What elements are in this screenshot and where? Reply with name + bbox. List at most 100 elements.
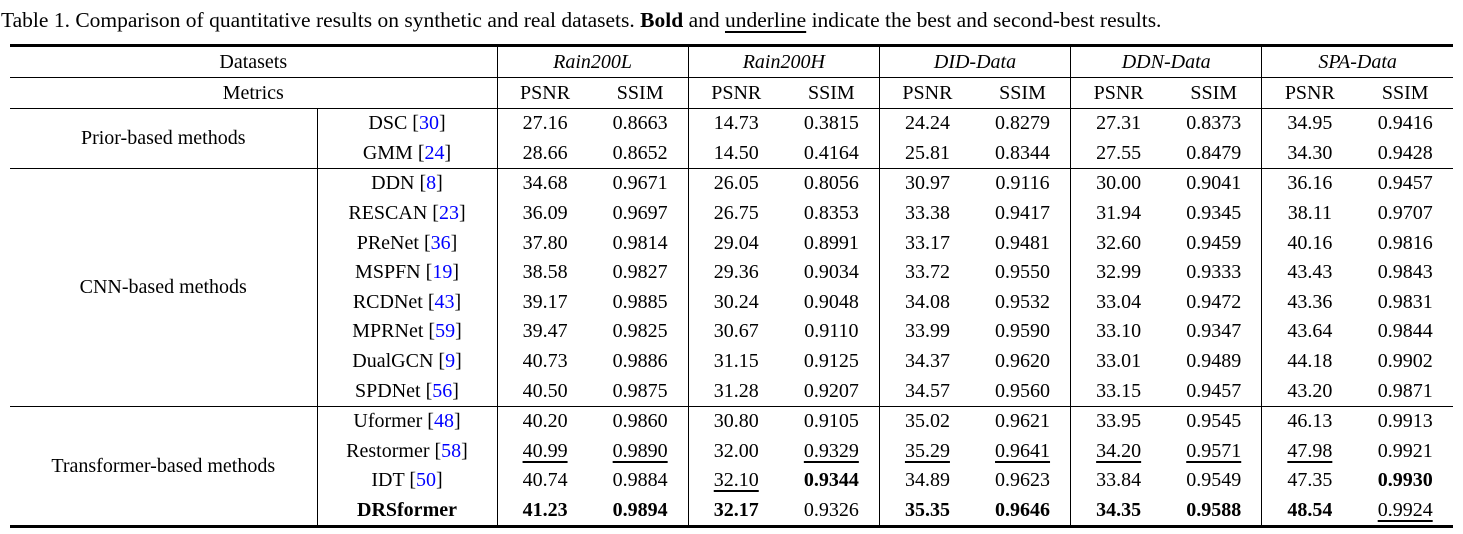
value-cell: 0.9885 (612, 290, 668, 313)
value-cell: 33.95 (1070, 406, 1167, 437)
ssim-header: SSIM (1357, 77, 1453, 109)
citation-link[interactable]: 30 (418, 112, 439, 135)
value-cell: 34.35 (1070, 495, 1167, 528)
citation-bracket-close: ] (452, 379, 459, 402)
value-cell: 36.16 (1261, 168, 1358, 199)
method-cell: DualGCN [9] (316, 346, 498, 377)
value-cell: 0.9489 (1186, 350, 1242, 373)
value-cell: 40.50 (496, 376, 593, 407)
method-name: MSPFN (355, 261, 421, 284)
value-cell: 29.04 (687, 228, 784, 258)
caption-segment: Bold (640, 8, 684, 32)
value-cell: 0.9416 (1377, 112, 1433, 135)
caption-segment: Table 1. Comparison of quantitative resu… (1, 8, 641, 32)
psnr-header: PSNR (878, 77, 975, 109)
value-cell: 0.9329 (803, 439, 859, 462)
method-cell: Restormer [58] (316, 436, 498, 467)
value-cell: 0.8353 (803, 202, 859, 225)
value-cell: 37.80 (496, 228, 593, 258)
citation-bracket-close: ] (444, 141, 452, 164)
table-row: Restormer [58] 40.99 0.9890 32.00 0.9329 35.2… (10, 436, 1453, 467)
datasets-corner-label: Datasets (10, 45, 498, 78)
value-cell: 0.8344 (974, 138, 1071, 170)
table-row: RESCAN [23] 36.09 0.9697 26.75 0.8353 33.38 0.… (10, 198, 1453, 229)
value-cell: 30.67 (687, 317, 784, 347)
citation-link[interactable]: 58 (441, 439, 462, 462)
citation-bracket-close: ] (461, 439, 468, 462)
citation-link[interactable]: 59 (435, 320, 456, 343)
value-cell: 33.10 (1070, 317, 1167, 347)
method-cell: DSC [30] (316, 108, 498, 139)
value-cell: 34.37 (878, 346, 975, 377)
value-cell: 32.10 (687, 466, 784, 496)
ssim-header: SSIM (974, 77, 1071, 109)
citation-bracket-open: [ (433, 350, 446, 373)
value-cell: 33.72 (878, 257, 975, 288)
value-cell: 0.9048 (803, 290, 859, 313)
value-cell: 0.9344 (803, 469, 859, 492)
value-cell: 40.16 (1261, 228, 1358, 258)
citation-bracket-open: [ (414, 172, 427, 195)
value-cell: 0.9930 (1377, 469, 1433, 492)
value-cell: 26.05 (687, 168, 784, 199)
dataset-header: SPA-Data (1261, 45, 1453, 78)
method-group-cell: CNN-based methods (10, 168, 317, 407)
value-cell: 36.09 (496, 198, 593, 229)
value-cell: 0.9326 (783, 495, 880, 528)
citation-bracket-open: [ (412, 141, 425, 164)
value-cell: 38.58 (496, 257, 593, 288)
value-cell: 0.9924 (1357, 495, 1453, 528)
value-cell: 0.9875 (592, 376, 689, 407)
ssim-header: SSIM (783, 77, 880, 109)
value-cell: 0.8652 (592, 138, 689, 170)
method-name: Uformer (353, 410, 423, 433)
value-cell: 33.99 (878, 317, 975, 347)
method-cell: SPDNet [56] (316, 376, 498, 407)
table-row: CNN-based methods DDN [8] 34.68 0.9671 26.05… (10, 168, 1453, 407)
citation-link[interactable]: 43 (434, 290, 455, 313)
method-cell: IDT [50] (316, 466, 498, 496)
metrics-corner-label: Metrics (10, 77, 498, 109)
value-cell: 39.47 (496, 317, 593, 347)
citation-link[interactable]: 9 (445, 350, 456, 373)
table-row: Prior-based methods DSC [30] 27.16 0.8663 14… (10, 108, 1453, 170)
value-cell: 34.57 (878, 376, 975, 407)
citation-bracket-open: [ (404, 469, 416, 492)
table-caption: Table 1. Comparison of quantitative resu… (1, 7, 1462, 33)
citation-link[interactable]: 8 (426, 172, 437, 195)
value-cell: 32.60 (1070, 228, 1167, 258)
value-cell: 0.9417 (995, 202, 1051, 225)
value-cell: 0.9843 (1377, 261, 1433, 284)
value-cell: 30.00 (1070, 168, 1167, 199)
method-name: PReNet (356, 231, 419, 254)
citation-link[interactable]: 56 (432, 379, 453, 402)
value-cell: 46.13 (1261, 406, 1358, 437)
citation-bracket-open: [ (420, 379, 433, 402)
value-cell: 47.35 (1261, 466, 1358, 496)
citation-bracket-open: [ (407, 112, 419, 135)
value-cell: 30.97 (878, 168, 975, 199)
method-name: RESCAN (348, 202, 428, 225)
citation-link[interactable]: 24 (424, 141, 445, 164)
citation-link[interactable]: 19 (432, 261, 453, 284)
value-cell: 33.15 (1070, 376, 1167, 407)
citation-link[interactable]: 23 (438, 202, 459, 225)
value-cell: 33.17 (878, 228, 975, 258)
value-cell: 0.9707 (1377, 202, 1433, 225)
value-cell: 33.01 (1070, 346, 1167, 377)
value-cell: 31.15 (687, 346, 784, 377)
citation-link[interactable]: 36 (430, 231, 451, 254)
value-cell: 0.9641 (995, 439, 1051, 462)
method-group-cell: Transformer-based methods (10, 406, 317, 528)
value-cell: 31.94 (1070, 198, 1167, 229)
value-cell: 0.9816 (1377, 231, 1433, 254)
value-cell: 0.9545 (1186, 410, 1242, 433)
dataset-header: Rain200H (687, 45, 880, 78)
table-header: Datasets Rain200L Rain200H DID-Data DDN-Data… (10, 45, 1453, 109)
citation-link[interactable]: 48 (433, 410, 454, 433)
value-cell: 26.75 (687, 198, 784, 229)
value-cell: 34.08 (878, 287, 975, 318)
psnr-header: PSNR (1261, 77, 1358, 109)
citation-link[interactable]: 50 (415, 469, 436, 492)
value-cell: 41.23 (496, 495, 593, 528)
